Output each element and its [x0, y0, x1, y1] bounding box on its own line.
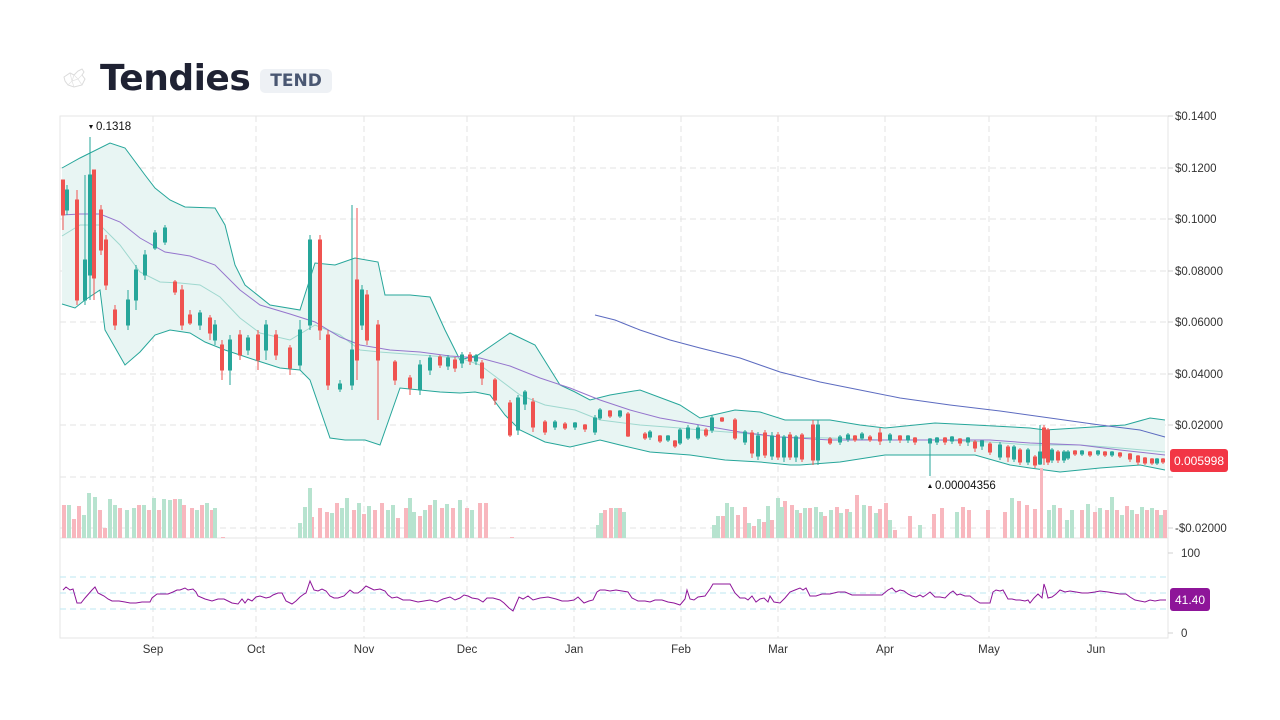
page-title: Tendies	[100, 57, 251, 99]
price-tick: $0.04000	[1175, 369, 1223, 381]
month-label: Mar	[768, 644, 788, 656]
last-price-badge: 0.005998	[1170, 449, 1228, 472]
price-axis: $0.1400 $0.1200 $0.1000 $0.08000 $0.0600…	[1175, 111, 1227, 535]
month-label: Feb	[671, 644, 691, 656]
low-annotation: 0.00004356	[928, 480, 996, 492]
axis-ticks	[1168, 115, 1173, 634]
candlesticks	[61, 137, 1165, 476]
chart-frame	[59, 115, 1169, 639]
month-grid	[152, 116, 1097, 638]
month-label: Jun	[1087, 644, 1106, 656]
rsi-pane	[60, 576, 1168, 612]
volume-bars	[62, 468, 1167, 538]
svg-text:0.00004356: 0.00004356	[935, 480, 996, 492]
rsi-tick: 100	[1181, 548, 1200, 560]
price-tick: $0.1000	[1175, 214, 1217, 226]
high-annotation: 0.1318	[89, 121, 131, 133]
time-axis: Sep Oct Nov Dec Jan Feb Mar Apr May Jun	[143, 644, 1106, 656]
month-label: May	[978, 644, 1000, 656]
chicken-icon	[63, 68, 86, 88]
rsi-line	[62, 579, 1166, 612]
bollinger-band-fill	[62, 143, 1165, 472]
triangle-up-icon	[928, 484, 932, 488]
price-tick: $0.06000	[1175, 317, 1223, 329]
rsi-value-badge: 41.40	[1170, 588, 1210, 611]
ticker-badge: TEND	[260, 69, 332, 93]
rsi-tick: 0	[1181, 628, 1187, 640]
bollinger-lower	[61, 289, 1166, 473]
price-tick: $0.1200	[1175, 163, 1217, 175]
month-label: Nov	[354, 644, 375, 656]
month-label: Sep	[143, 644, 163, 656]
month-label: Oct	[247, 644, 266, 656]
price-tick: $0.08000	[1175, 266, 1223, 278]
price-tick: -$0.02000	[1175, 523, 1227, 535]
svg-text:0.1318: 0.1318	[96, 121, 131, 133]
header: Tendies TEND	[60, 56, 332, 100]
price-tick: $0.02000	[1175, 420, 1223, 432]
month-label: Jan	[565, 644, 584, 656]
month-label: Apr	[876, 644, 894, 656]
rsi-axis: 100 0	[1181, 548, 1200, 640]
price-tick: $0.1400	[1175, 111, 1217, 123]
month-label: Dec	[457, 644, 478, 656]
sma-long-line	[594, 314, 1166, 438]
triangle-down-icon	[89, 125, 93, 129]
